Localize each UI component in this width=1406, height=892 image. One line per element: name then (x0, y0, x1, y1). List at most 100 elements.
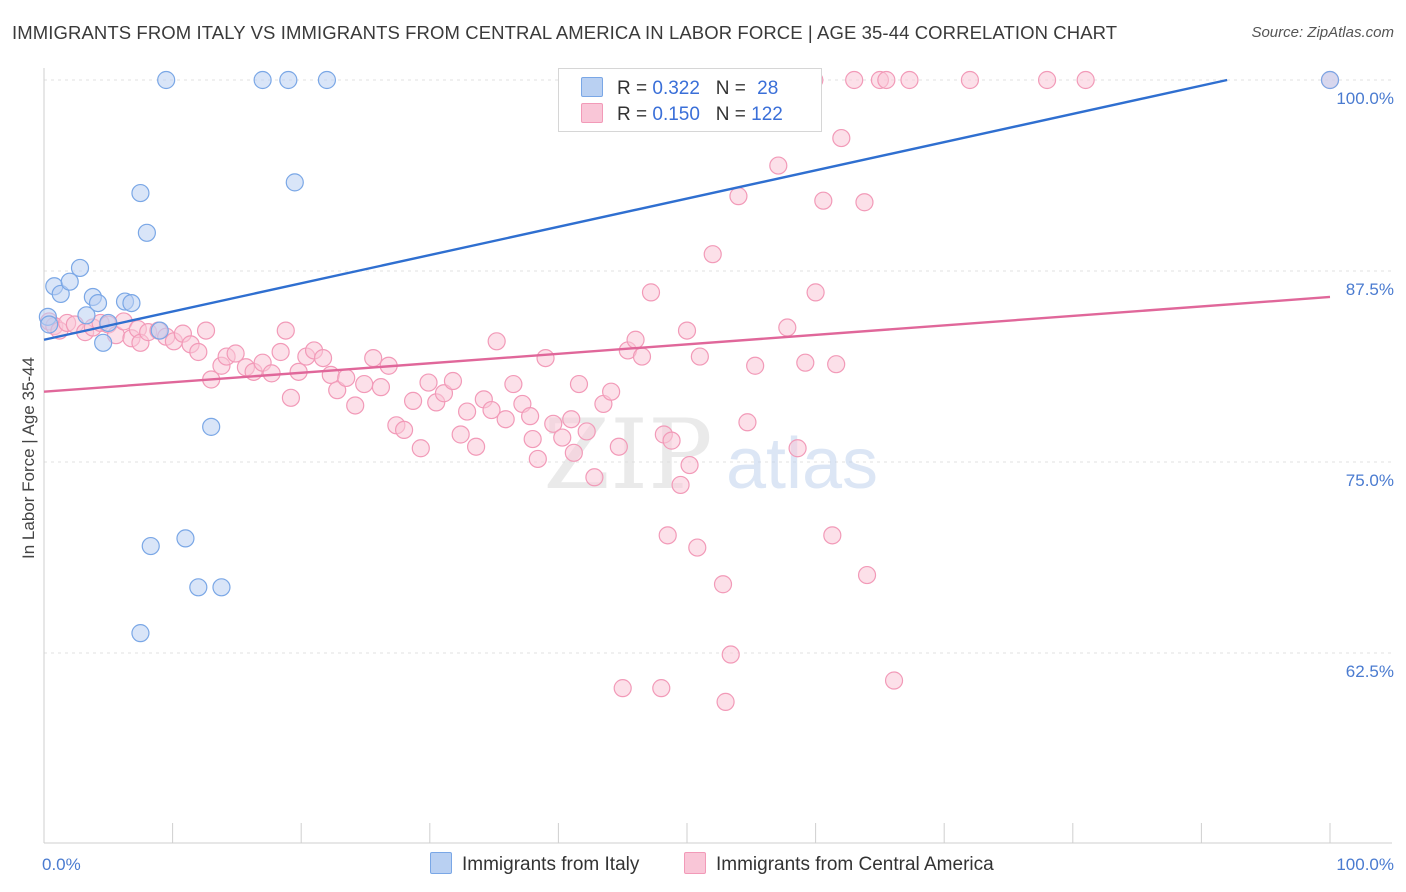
n-value-italy: 28 (757, 78, 779, 99)
central-america-point-62 (528, 449, 547, 469)
central-america-point-37 (328, 381, 347, 400)
r-label: R = (617, 78, 653, 99)
italy-point-23 (189, 578, 208, 597)
central-america-point-102 (877, 70, 896, 90)
central-america-point-121 (276, 321, 295, 340)
central-america-point-86 (729, 187, 748, 206)
central-america-point-61 (521, 407, 540, 426)
central-america-point-111 (806, 283, 825, 302)
legend-row-central-america: R = 0.150 N = 122 (581, 103, 783, 127)
central-america-point-20 (189, 342, 208, 362)
y-tick-label-2: 87.5% (1346, 280, 1394, 299)
central-america-point-117 (564, 443, 583, 462)
italy-point-22 (176, 529, 195, 548)
central-america-point-67 (569, 374, 589, 394)
central-america-point-74 (626, 330, 645, 349)
central-america-point-30 (271, 342, 290, 362)
central-america-point-118 (884, 671, 904, 690)
central-america-point-84 (713, 575, 733, 594)
bottom-legend-central-america: Immigrants from Central America (684, 852, 994, 876)
r-value-italy: 0.322 (652, 78, 700, 99)
italy-legend-swatch (430, 852, 452, 874)
central-america-point-105 (1037, 70, 1057, 90)
italy-legend-label: Immigrants from Italy (462, 854, 640, 875)
central-america-point-46 (403, 391, 423, 410)
central-america-point-53 (457, 402, 477, 421)
central-america-trend-line (43, 295, 1331, 393)
central-america-point-100 (855, 193, 874, 212)
central-america-point-91 (769, 156, 788, 175)
italy-point-3 (60, 272, 79, 291)
italy-point-14 (137, 223, 156, 242)
central-america-point-52 (451, 425, 470, 444)
italy-swatch (581, 77, 603, 97)
italy-point-2 (51, 284, 70, 304)
central-america-point-68 (577, 422, 596, 441)
central-america-point-41 (364, 348, 383, 368)
central-america-point-98 (845, 70, 864, 90)
central-america-point-48 (419, 373, 438, 392)
italy-points (38, 70, 1340, 643)
italy-point-18 (317, 70, 337, 90)
n-label: N = (715, 78, 752, 99)
central-america-point-96 (814, 191, 833, 210)
central-america-point-39 (346, 396, 365, 415)
trend-lines (43, 78, 1331, 393)
source-label: Source: ZipAtlas.com (1251, 24, 1394, 41)
italy-point-9 (99, 313, 118, 333)
central-america-point-116 (523, 429, 542, 449)
central-america-point-115 (658, 526, 677, 545)
central-america-point-58 (496, 410, 515, 429)
italy-point-11 (122, 293, 141, 313)
central-america-points (40, 70, 1340, 711)
central-america-point-66 (562, 410, 581, 429)
central-america-point-40 (355, 374, 374, 394)
italy-point-21 (141, 536, 160, 556)
central-america-point-93 (788, 439, 807, 458)
central-america-point-106 (1076, 70, 1095, 90)
central-america-point-21 (196, 321, 216, 340)
bottom-legend-italy: Immigrants from Italy (430, 852, 639, 876)
central-america-point-97 (823, 526, 842, 545)
central-america-point-65 (553, 428, 572, 447)
italy-point-20 (202, 417, 221, 436)
italy-point-19 (285, 173, 304, 192)
italy-point-4 (70, 258, 90, 278)
central-america-swatch (581, 103, 603, 123)
central-america-point-42 (371, 378, 391, 397)
central-america-point-35 (313, 348, 333, 368)
central-america-point-71 (602, 382, 621, 401)
legend-row-italy: R = 0.322 N = 28 (581, 77, 778, 101)
central-america-point-108 (652, 679, 671, 698)
central-america-point-81 (688, 538, 707, 557)
chart-title: IMMIGRANTS FROM ITALY VS IMMIGRANTS FROM… (12, 22, 1118, 43)
central-america-point-45 (394, 420, 414, 440)
central-america-point-56 (487, 332, 506, 351)
central-america-point-80 (680, 455, 699, 475)
y-tick-labels: 62.5% 75.0% 87.5% 100.0% (1336, 89, 1394, 681)
axes (43, 68, 1392, 844)
x-tick-labels: 0.0% 100.0% (42, 855, 1394, 874)
central-america-point-114 (827, 355, 846, 374)
central-america-point-103 (900, 70, 919, 90)
central-america-point-85 (721, 645, 740, 664)
italy-point-15 (157, 70, 176, 90)
y-tick-label-0: 62.5% (1346, 662, 1394, 681)
central-america-point-59 (504, 374, 523, 394)
central-america-point-112 (832, 128, 851, 148)
central-america-point-63 (536, 348, 555, 368)
central-america-point-79 (671, 475, 690, 495)
x-tick-label-0: 0.0% (42, 855, 81, 874)
central-america-point-72 (609, 437, 628, 456)
italy-point-25 (131, 624, 150, 643)
central-america-point-82 (690, 347, 709, 366)
central-america-point-31 (281, 388, 301, 407)
central-america-point-120 (703, 245, 722, 264)
central-america-point-51 (443, 371, 463, 391)
central-america-point-47 (411, 439, 430, 458)
italy-point-13 (131, 183, 150, 203)
italy-point-26 (1320, 70, 1340, 90)
central-america-point-38 (337, 368, 356, 388)
central-america-point-119 (716, 692, 735, 711)
